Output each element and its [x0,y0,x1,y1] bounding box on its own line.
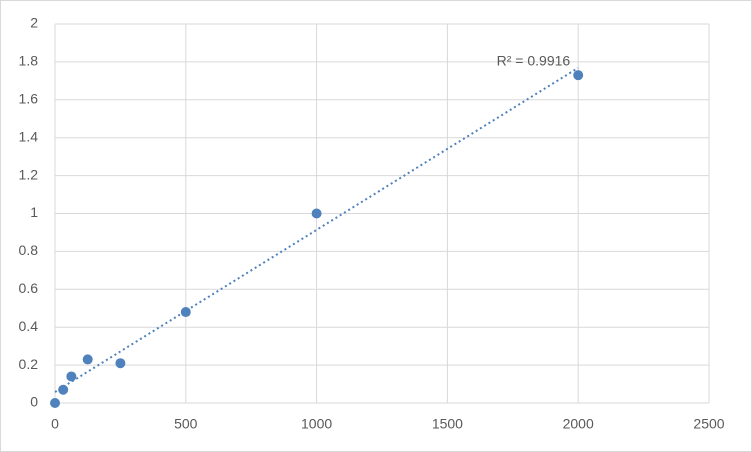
annotation: R² = 0.9916 [497,53,571,69]
x-tick-label: 2000 [563,416,594,432]
y-tick-label: 0.6 [19,280,39,296]
y-tick-label: 1 [30,204,38,220]
x-tick-label: 2500 [693,416,724,432]
y-tick-label: 1.8 [19,53,39,69]
x-tick-label: 1000 [301,416,332,432]
x-tick-label: 0 [51,416,59,432]
data-point [82,354,93,365]
data-point [311,208,322,219]
y-tick-label: 2 [30,15,38,31]
data-point [573,70,584,81]
y-tick-label: 1.4 [19,128,39,144]
data-point [58,384,69,395]
y-tick-label: 1.6 [19,91,39,107]
data-point [66,371,77,382]
y-tick-label: 0.4 [19,318,39,334]
x-tick-label: 1500 [432,416,463,432]
x-tick-label: 500 [174,416,198,432]
data-point [180,307,191,318]
y-tick-label: 0 [30,394,38,410]
data-point [50,398,60,408]
y-tick-label: 0.2 [19,356,39,372]
y-tick-label: 0.8 [19,242,39,258]
data-point [115,358,126,369]
y-tick-label: 1.2 [19,166,39,182]
